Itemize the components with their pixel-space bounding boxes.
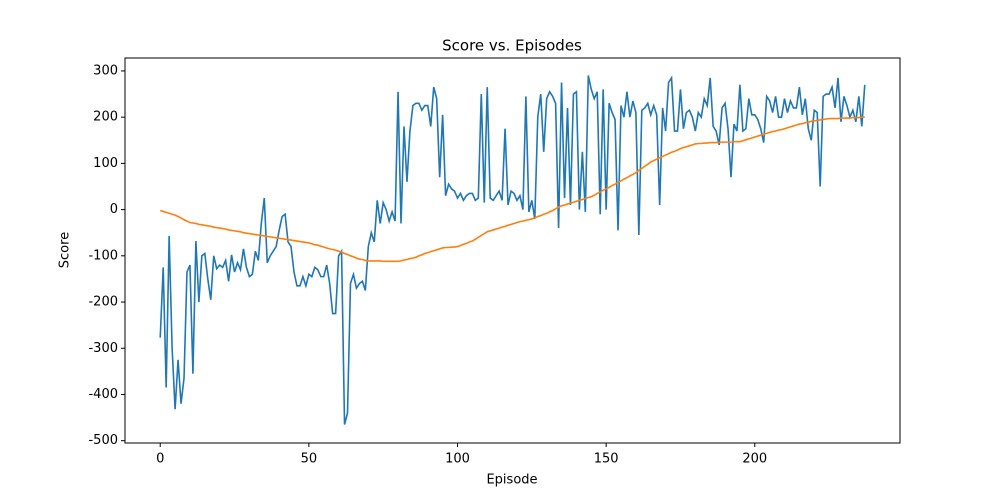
x-axis-label: Episode	[486, 473, 537, 488]
series-line	[159, 75, 866, 425]
y-tick-label: 100	[93, 156, 118, 171]
x-tick-label: 100	[445, 452, 470, 467]
plot-frame	[124, 57, 901, 444]
x-tick-label: 0	[156, 452, 164, 467]
series-line	[159, 116, 865, 263]
chart-title: Score vs. Episodes	[442, 37, 582, 55]
x-tick-label: 50	[301, 452, 318, 467]
y-tick-label: -200	[88, 295, 118, 310]
x-tick-label: 200	[742, 452, 767, 467]
y-tick-label: 200	[93, 110, 118, 125]
y-tick-label: -300	[88, 341, 118, 356]
y-tick-label: 300	[93, 63, 118, 78]
x-tick-label: 150	[594, 452, 619, 467]
y-tick-label: -500	[88, 433, 118, 448]
y-tick-label: 0	[110, 202, 118, 217]
y-tick-label: -100	[88, 248, 118, 263]
y-axis-label: Score	[58, 232, 73, 268]
y-tick-label: -400	[88, 387, 118, 402]
